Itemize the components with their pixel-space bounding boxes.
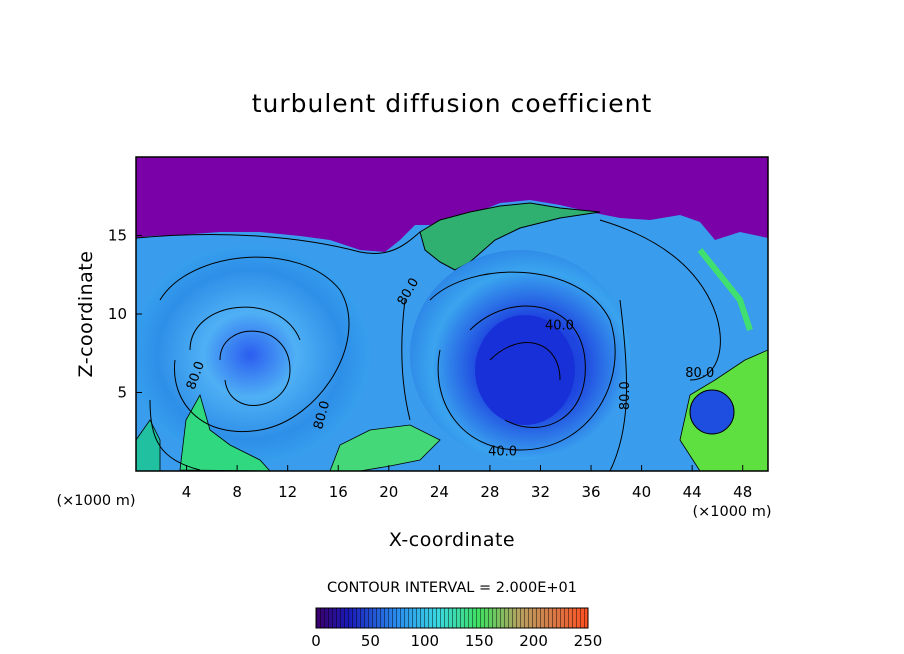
y-tick-label: 5 xyxy=(117,384,127,402)
y-axis-label: Z-coordinate xyxy=(75,251,97,378)
stable-layer-region xyxy=(136,157,768,252)
colorbar-tick-label: 250 xyxy=(574,632,603,650)
x-tick-label: 36 xyxy=(581,483,600,501)
y-axis-ticks: 5 10 15 xyxy=(108,227,142,402)
colorbar-ticks: 0 50 100 150 200 250 xyxy=(311,632,602,650)
colorbar-frame xyxy=(315,607,589,629)
x-axis-ticks: 4 8 12 16 20 24 28 32 36 40 44 48 xyxy=(182,465,752,501)
colorbar-tick-label: 0 xyxy=(311,632,321,650)
contour-label: 80.0 xyxy=(618,381,633,410)
left-vortex xyxy=(136,245,370,465)
central-core xyxy=(475,315,575,425)
x-tick-label: 32 xyxy=(531,483,550,501)
x-tick-label: 44 xyxy=(683,483,702,501)
plot-area: 80.080.080.040.080.080.040.0 xyxy=(136,157,768,471)
chart-title: turbulent diffusion coefficient xyxy=(252,89,653,118)
x-tick-label: 20 xyxy=(379,483,398,501)
colorbar-tick-label: 200 xyxy=(519,632,548,650)
colorbar-lines xyxy=(316,608,588,628)
contour-label: 80.0 xyxy=(311,399,333,431)
colorbar xyxy=(315,607,589,629)
green-eddy xyxy=(689,389,735,435)
colorbar-tick-label: 100 xyxy=(410,632,439,650)
x-unit-label: (×1000 m) xyxy=(692,504,771,520)
contour-label: 40.0 xyxy=(545,319,574,334)
contour-label: 80.0 xyxy=(685,366,714,381)
y-tick-label: 15 xyxy=(108,227,127,245)
colorbar-tick-label: 150 xyxy=(465,632,494,650)
x-tick-label: 16 xyxy=(329,483,348,501)
colorbar-tick-label: 50 xyxy=(361,632,380,650)
x-axis-label: X-coordinate xyxy=(389,529,515,551)
x-tick-label: 12 xyxy=(278,483,297,501)
green-region-left xyxy=(179,393,271,471)
y-unit-label: (×1000 m) xyxy=(56,493,135,509)
contour-label: 40.0 xyxy=(488,444,517,459)
turbulent-cloud xyxy=(419,202,601,271)
x-tick-label: 8 xyxy=(232,483,242,501)
y-tick-label: 10 xyxy=(108,305,127,323)
green-region-mid xyxy=(329,424,441,471)
x-tick-label: 40 xyxy=(632,483,651,501)
x-tick-label: 4 xyxy=(182,483,192,501)
x-tick-label: 28 xyxy=(480,483,499,501)
contour-interval: CONTOUR INTERVAL = 2.000E+01 xyxy=(327,580,577,596)
green-filament xyxy=(697,248,753,331)
contour-lines xyxy=(136,219,721,471)
x-tick-label: 48 xyxy=(733,483,752,501)
x-tick-label: 24 xyxy=(430,483,449,501)
